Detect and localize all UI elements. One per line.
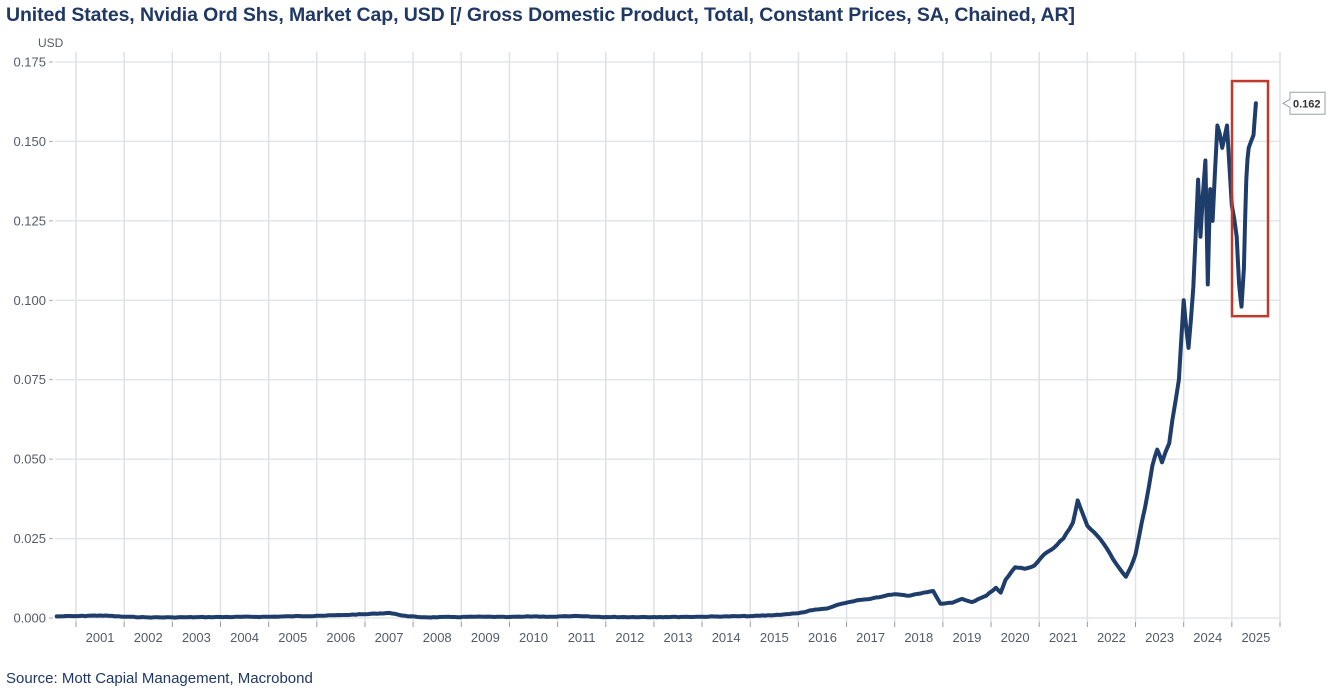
y-tick-label: 0.125 [13, 213, 46, 228]
y-axis-unit-label: USD [38, 36, 64, 50]
series-line [54, 101, 1258, 620]
x-tick-label: 2008 [423, 630, 452, 645]
x-tick-label: 2019 [952, 630, 981, 645]
x-tick-label: 2014 [712, 630, 741, 645]
x-tick-label: 2006 [326, 630, 355, 645]
y-tick-label: 0.050 [13, 452, 46, 467]
x-tick-label: 2003 [182, 630, 211, 645]
y-tick-label: 0.150 [13, 134, 46, 149]
x-tick-label: 2018 [904, 630, 933, 645]
x-tick-label: 2012 [615, 630, 644, 645]
x-tick-label: 2005 [278, 630, 307, 645]
x-tick-label: 2024 [1193, 630, 1222, 645]
x-tick-label: 2007 [375, 630, 404, 645]
last-value-callout: 0.162 [1281, 91, 1326, 115]
chart-title: United States, Nvidia Ord Shs, Market Ca… [6, 4, 1075, 26]
gridlines [55, 52, 1281, 622]
x-tick-label: 2017 [856, 630, 885, 645]
y-tick-label: 0.100 [13, 293, 46, 308]
x-tick-label: 2009 [471, 630, 500, 645]
y-tick-label: 0.000 [13, 611, 46, 626]
highlight-box [1230, 79, 1270, 318]
x-tick-label: 2016 [808, 630, 837, 645]
y-tick-label: 0.025 [13, 531, 46, 546]
last-value-label: 0.162 [1293, 98, 1321, 110]
x-tick-label: 2013 [664, 630, 693, 645]
x-tick-label: 2001 [86, 630, 115, 645]
x-tick-label: 2004 [230, 630, 259, 645]
x-axis: 2001 2002 2003 2004 2005 2006 2007 2008 2009 2010… [75, 622, 1281, 645]
x-tick-label: 2015 [760, 630, 789, 645]
callout-shape [1281, 91, 1326, 115]
y-tick-label: 0.075 [13, 372, 46, 387]
y-tick-label: 0.175 [13, 55, 46, 70]
x-tick-label: 2011 [568, 630, 596, 645]
x-tick-label: 2010 [519, 630, 548, 645]
x-tick-label: 2025 [1241, 630, 1270, 645]
y-axis: 0.000 0.025 0.050 0.075 0.100 0.125 0.150 0.175 [13, 55, 53, 626]
source-note: Source: Mott Capial Management, Macrobon… [6, 670, 313, 687]
x-tick-label: 2021 [1049, 630, 1078, 645]
x-tick-label: 2023 [1145, 630, 1174, 645]
x-tick-label: 2022 [1097, 630, 1126, 645]
x-tick-label: 2002 [134, 630, 163, 645]
x-tick-label: 2020 [1001, 630, 1030, 645]
